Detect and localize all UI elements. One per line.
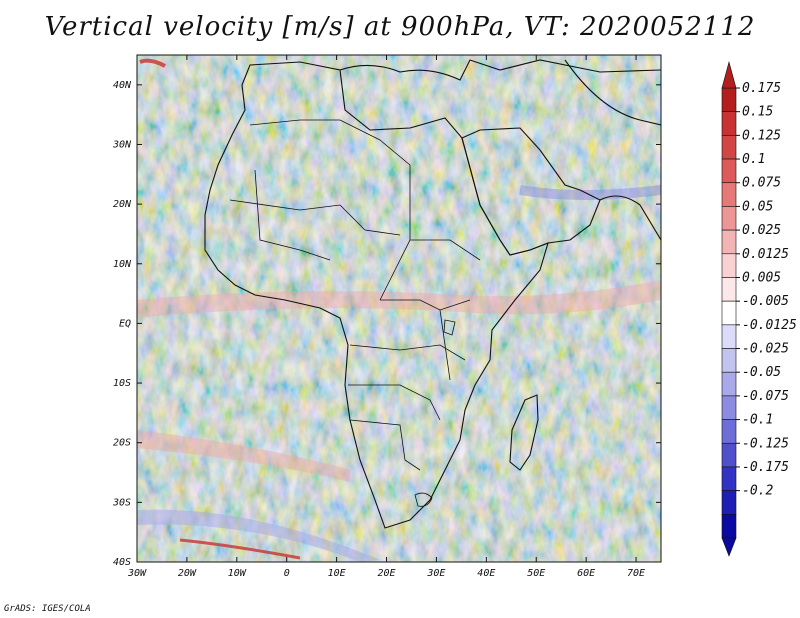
x-tick-label: 30E <box>426 568 445 579</box>
colorbar-label: -0.025 <box>742 342 789 357</box>
colorbar-label: -0.125 <box>742 436 789 451</box>
southern-streak <box>179 538 301 560</box>
colorbar-swatch <box>721 206 737 231</box>
colorbar-min-arrow <box>721 537 737 557</box>
southern-band <box>137 509 380 562</box>
arabia-coastline <box>461 127 601 256</box>
x-tick-label: 10W <box>228 568 247 579</box>
y-tick-label: 40N <box>113 80 132 91</box>
x-tick-label: 70E <box>627 568 645 579</box>
y-tick-label: 30N <box>112 139 132 150</box>
south-atlantic-band <box>137 430 350 482</box>
y-tick-label: EQ <box>119 318 131 329</box>
colorbar-swatch <box>721 466 737 491</box>
colorbar-label: 0.1 <box>742 152 765 167</box>
x-tick-label: 60E <box>577 568 595 579</box>
arabian-sea-band <box>519 185 661 200</box>
x-tick-label: 10E <box>328 568 346 579</box>
colorbar-label: 0.15 <box>742 105 773 120</box>
colorbar-label: 0.125 <box>742 128 781 143</box>
y-tick-label: 10S <box>113 378 131 389</box>
colorbar-label: 0.0125 <box>742 247 789 262</box>
axis-ticks: 30W 20W 10W 0 10E 20E 30E 40E 50E 60E 70E 40N 30N 20N… <box>112 55 661 579</box>
colorbar-swatch <box>721 87 737 112</box>
colorbar-label: -0.05 <box>742 365 781 380</box>
y-tick-label: 10N <box>113 259 132 270</box>
colorbar-label: -0.1 <box>742 413 773 428</box>
coastlines <box>204 59 661 529</box>
x-tick-label: 40E <box>477 568 495 579</box>
y-tick-label: 20N <box>113 199 132 210</box>
colorbar-swatch <box>721 158 737 184</box>
colorbar-label: 0.005 <box>742 270 781 285</box>
colorbar-max-arrow <box>721 60 737 89</box>
x-tick-label: 20E <box>377 568 395 579</box>
colorbar-swatch <box>721 300 737 326</box>
border-lines <box>249 119 411 301</box>
colorbar-swatch <box>721 135 737 160</box>
colorbar-label: -0.175 <box>742 460 789 475</box>
colorbar-swatch <box>721 442 737 468</box>
velocity-field <box>137 55 661 562</box>
northwest-streak <box>139 58 166 68</box>
plot-frame <box>136 54 662 563</box>
colorbar-swatch <box>721 419 737 444</box>
colorbar-label: 0.075 <box>742 176 781 191</box>
colorbar-label: -0.2 <box>742 484 773 499</box>
madagascar-coastline <box>509 394 539 471</box>
colorbar-swatch <box>721 111 737 136</box>
colorbar-swatch <box>721 490 737 515</box>
x-tick-label: 30W <box>127 568 147 579</box>
india-coastline <box>599 195 661 241</box>
colorbar: 0.175 0.15 0.125 0.1 0.075 0.05 0.025 0.0125 0.0… <box>721 60 797 557</box>
colorbar-swatch <box>721 277 737 302</box>
y-tick-label: 40S <box>113 557 131 568</box>
persia-coastline <box>564 59 661 126</box>
colorbar-swatch <box>721 514 737 539</box>
colorbar-label: 0.175 <box>742 81 781 96</box>
y-tick-label: 30S <box>112 497 131 508</box>
colorbar-swatch <box>721 253 737 278</box>
colorbar-label: -0.0125 <box>742 318 797 333</box>
x-tick-label: 50E <box>527 568 545 579</box>
colorbar-swatch <box>721 395 737 420</box>
x-tick-label: 20W <box>178 568 197 579</box>
colorbar-swatch <box>721 229 737 255</box>
y-tick-label: 20S <box>113 438 131 449</box>
colorbar-swatch <box>721 348 737 373</box>
x-tick-label: 0 <box>284 568 290 579</box>
equatorial-band <box>137 280 661 318</box>
colorbar-label: 0.05 <box>742 199 773 214</box>
colorbar-swatch <box>721 371 737 397</box>
colorbar-swatch <box>721 182 737 207</box>
colorbar-label: -0.005 <box>742 294 789 309</box>
page-title: Vertical velocity [m/s] at 900hPa, VT: 2… <box>44 12 756 42</box>
colorbar-label: 0.025 <box>742 223 781 238</box>
colorbar-swatch <box>721 324 737 349</box>
credit-text: GrADS: IGES/COLA <box>4 604 91 614</box>
europe-coastline <box>339 59 661 81</box>
colorbar-label: -0.075 <box>742 389 789 404</box>
